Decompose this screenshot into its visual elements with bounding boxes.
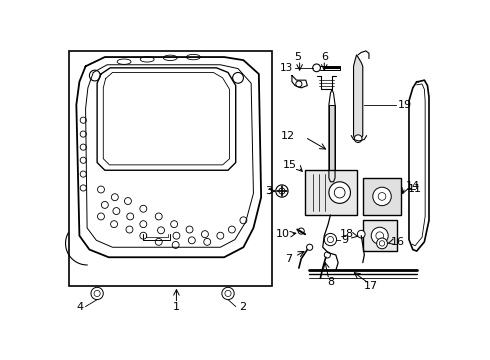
- Circle shape: [228, 226, 235, 233]
- Text: 12: 12: [281, 131, 295, 141]
- Polygon shape: [354, 55, 363, 141]
- Text: 9: 9: [341, 235, 348, 244]
- Circle shape: [127, 213, 134, 220]
- Text: 19: 19: [397, 100, 412, 110]
- Bar: [363, 220, 397, 251]
- Ellipse shape: [140, 57, 154, 62]
- Circle shape: [80, 185, 86, 191]
- Circle shape: [140, 232, 147, 239]
- Circle shape: [91, 287, 103, 300]
- Circle shape: [188, 237, 196, 244]
- Circle shape: [173, 232, 180, 239]
- Bar: [69, 51, 272, 286]
- Text: 18: 18: [340, 229, 354, 239]
- Circle shape: [80, 131, 86, 137]
- Text: 15: 15: [283, 160, 297, 170]
- Circle shape: [98, 213, 104, 220]
- Circle shape: [296, 81, 302, 87]
- Circle shape: [155, 213, 162, 220]
- Circle shape: [334, 187, 345, 198]
- Circle shape: [233, 72, 244, 83]
- Circle shape: [186, 226, 193, 233]
- Circle shape: [377, 238, 388, 249]
- Circle shape: [140, 221, 147, 228]
- Text: 14: 14: [406, 181, 420, 191]
- Circle shape: [379, 241, 385, 246]
- Text: 13: 13: [280, 63, 294, 73]
- Circle shape: [155, 238, 162, 245]
- Circle shape: [80, 157, 86, 163]
- Circle shape: [329, 182, 350, 203]
- Circle shape: [298, 228, 304, 234]
- Circle shape: [94, 291, 100, 297]
- Circle shape: [378, 193, 386, 200]
- Circle shape: [276, 185, 288, 197]
- Circle shape: [98, 186, 104, 193]
- Text: 4: 4: [77, 302, 84, 311]
- Text: 17: 17: [364, 281, 377, 291]
- Circle shape: [172, 242, 179, 248]
- Ellipse shape: [187, 54, 200, 60]
- Bar: [363, 178, 401, 215]
- Text: 1: 1: [173, 302, 180, 311]
- Circle shape: [113, 208, 120, 215]
- Ellipse shape: [163, 55, 177, 60]
- Circle shape: [217, 232, 224, 239]
- Polygon shape: [329, 105, 335, 178]
- Circle shape: [327, 237, 334, 243]
- Text: 10: 10: [275, 229, 290, 239]
- Circle shape: [80, 144, 86, 150]
- Circle shape: [158, 227, 165, 234]
- Circle shape: [101, 202, 108, 208]
- Circle shape: [80, 117, 86, 123]
- Circle shape: [313, 64, 320, 72]
- Ellipse shape: [117, 59, 131, 64]
- Circle shape: [204, 238, 211, 245]
- Circle shape: [307, 244, 313, 250]
- Text: 16: 16: [392, 237, 405, 247]
- Text: 5: 5: [294, 52, 301, 62]
- Circle shape: [126, 226, 133, 233]
- Circle shape: [80, 171, 86, 177]
- Text: 8: 8: [327, 277, 334, 287]
- Circle shape: [324, 252, 330, 258]
- Circle shape: [222, 287, 234, 300]
- Text: 2: 2: [240, 302, 246, 311]
- Text: 11: 11: [408, 184, 421, 194]
- Circle shape: [124, 198, 131, 204]
- Circle shape: [225, 291, 231, 297]
- Circle shape: [354, 135, 362, 143]
- Circle shape: [89, 70, 100, 81]
- Circle shape: [376, 232, 384, 239]
- Bar: [305, 170, 357, 215]
- Circle shape: [111, 221, 118, 228]
- Circle shape: [371, 227, 388, 244]
- Text: 3: 3: [265, 186, 272, 196]
- Circle shape: [373, 187, 392, 206]
- Circle shape: [279, 188, 285, 194]
- Circle shape: [140, 205, 147, 212]
- Text: 7: 7: [285, 254, 292, 264]
- Text: 6: 6: [321, 52, 328, 62]
- Circle shape: [111, 194, 118, 201]
- Circle shape: [240, 217, 247, 224]
- Circle shape: [357, 230, 365, 238]
- Circle shape: [324, 233, 337, 246]
- Circle shape: [201, 231, 208, 238]
- Circle shape: [171, 221, 177, 228]
